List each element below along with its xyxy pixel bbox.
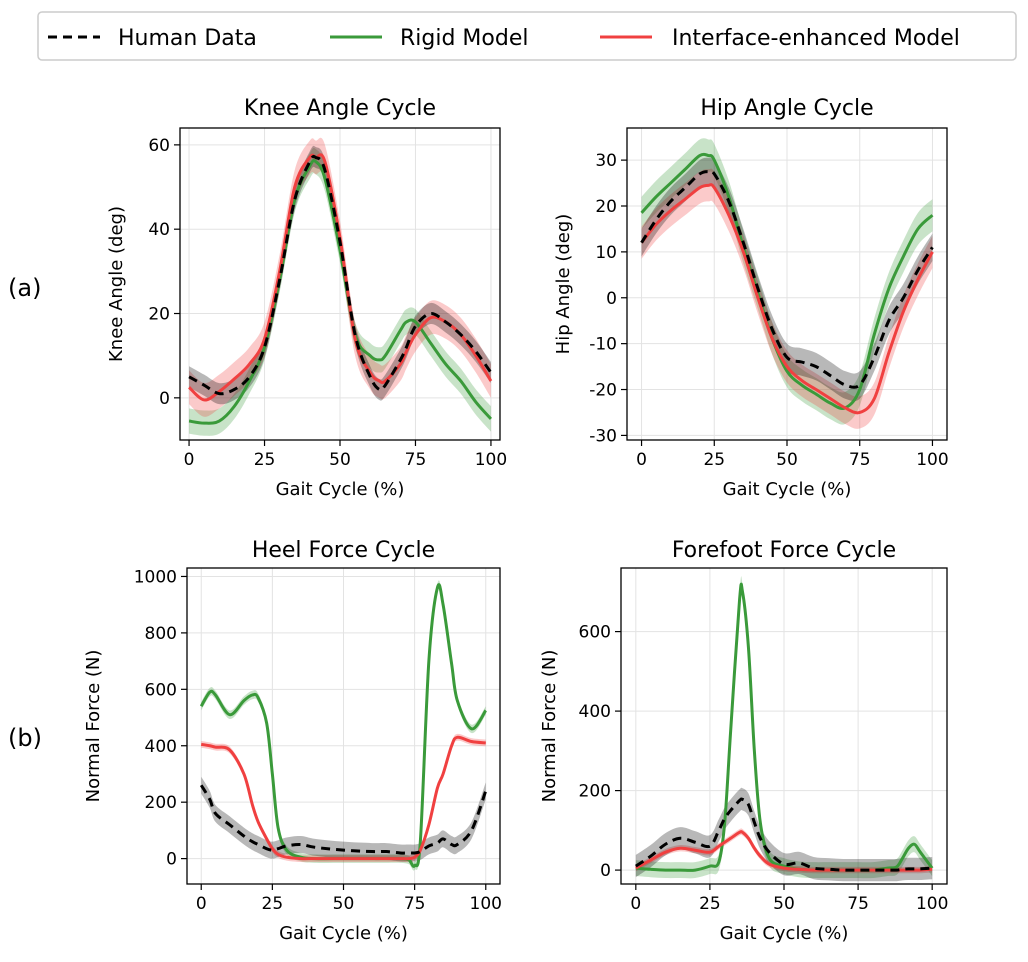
hip-angle-chart: 0 25 50 75 100 -30 -20 -10 0 10 20 30 Hip Angle Cycl…	[553, 96, 949, 500]
x-tick-label: 100	[916, 450, 948, 470]
line-interface-enhanced-model	[640, 183, 934, 415]
y-tick-label: 20	[148, 305, 170, 325]
y-tick-label: 600	[579, 623, 611, 643]
legend-frame	[37, 11, 1017, 61]
chart-title: Forefoot Force Cycle	[672, 538, 896, 563]
y-tick-label: 40	[148, 220, 170, 240]
y-tick-label: 800	[145, 624, 177, 644]
line-human-data	[188, 154, 493, 396]
line-human-data	[199, 784, 488, 855]
y-axis-label: Normal Force (N)	[83, 650, 104, 803]
y-tick-label: 400	[579, 702, 611, 722]
band-human-data	[635, 787, 933, 882]
y-tick-label: 0	[606, 289, 617, 309]
plot-frame	[626, 127, 948, 441]
panel-label-a: (a)	[8, 274, 41, 302]
forefoot-force-chart: 0 25 50 75 100 0 200 400 600 Forefoot Force Cycle…	[539, 538, 948, 944]
x-tick-label: 50	[776, 450, 798, 470]
x-tick-label: 100	[475, 450, 507, 470]
band-interface-enhanced-model	[641, 168, 933, 429]
panel-label-b: (b)	[8, 724, 42, 752]
x-axis-label: Gait Cycle (%)	[279, 923, 408, 944]
y-axis-label: Hip Angle (deg)	[553, 214, 574, 355]
y-tick-label: 400	[145, 737, 177, 757]
y-tick-label: 600	[145, 680, 177, 700]
plot-frame	[186, 567, 501, 885]
plot-frame	[179, 127, 501, 441]
x-tick-label: 25	[254, 450, 276, 470]
x-axis-label: Gait Cycle (%)	[276, 479, 405, 500]
x-axis-label: Gait Cycle (%)	[720, 923, 849, 944]
x-tick-label: 25	[262, 894, 284, 914]
x-tick-label: 50	[773, 894, 795, 914]
y-axis-label: Knee Angle (deg)	[106, 206, 127, 362]
x-tick-label: 0	[630, 894, 641, 914]
y-tick-label: 0	[166, 850, 177, 870]
y-tick-label: 1000	[134, 567, 177, 587]
y-tick-label: 0	[159, 389, 170, 409]
legend: Human Data Rigid Model Interface-enhance…	[37, 11, 1017, 61]
line-human-data	[634, 797, 933, 872]
y-tick-label: 200	[145, 793, 177, 813]
data-layer	[634, 576, 934, 882]
data-layer	[640, 138, 934, 429]
band-interface-enhanced-model	[201, 733, 486, 863]
x-tick-label: 75	[404, 894, 426, 914]
y-tick-label: 0	[600, 861, 611, 881]
y-tick-label: 60	[148, 136, 170, 156]
legend-label-rigid: Rigid Model	[400, 26, 529, 51]
line-interface-enhanced-model	[200, 735, 486, 861]
y-tick-label: 30	[595, 151, 617, 171]
x-tick-label: 100	[470, 894, 502, 914]
band-human-data	[201, 776, 486, 862]
y-tick-label: 20	[595, 197, 617, 217]
line-rigid-model	[635, 582, 934, 872]
data-layer	[199, 580, 488, 871]
x-tick-label: 0	[636, 450, 647, 470]
chart-title: Heel Force Cycle	[252, 538, 435, 563]
chart-title: Knee Angle Cycle	[244, 96, 436, 121]
band-human-data	[641, 157, 933, 402]
x-tick-label: 25	[703, 450, 725, 470]
knee-angle-chart: 0 25 50 75 100 0 20 40 60 Knee Angle Cycle Gait Cy…	[106, 96, 507, 500]
x-tick-label: 75	[405, 450, 427, 470]
x-tick-label: 0	[184, 450, 195, 470]
y-axis-label: Normal Force (N)	[539, 650, 560, 803]
line-human-data	[640, 169, 934, 389]
y-tick-label: 200	[579, 782, 611, 802]
x-tick-label: 25	[699, 894, 721, 914]
x-tick-label: 0	[196, 894, 207, 914]
x-axis-label: Gait Cycle (%)	[723, 479, 852, 500]
x-tick-label: 75	[849, 450, 871, 470]
legend-label-human: Human Data	[118, 26, 257, 51]
legend-label-interface: Interface-enhanced Model	[672, 26, 960, 51]
y-tick-label: -30	[589, 426, 617, 446]
chart-title: Hip Angle Cycle	[700, 96, 873, 121]
y-tick-label: -10	[589, 335, 617, 355]
y-tick-label: 10	[595, 243, 617, 263]
x-tick-label: 50	[333, 894, 355, 914]
x-tick-label: 75	[847, 894, 869, 914]
x-tick-label: 100	[916, 894, 948, 914]
y-tick-label: -20	[589, 381, 617, 401]
plot-frame	[620, 567, 948, 885]
x-tick-label: 50	[329, 450, 351, 470]
data-layer	[188, 137, 493, 436]
